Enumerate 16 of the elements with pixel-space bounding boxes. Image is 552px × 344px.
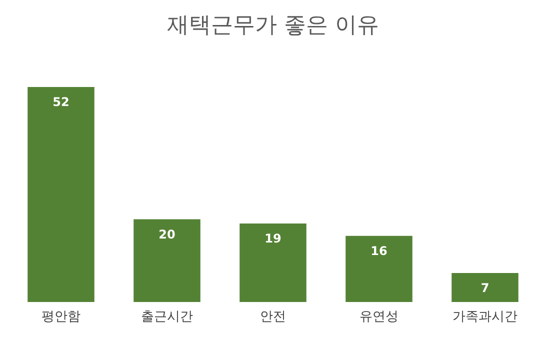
x-tick-label: 안전: [260, 310, 286, 324]
bar: [28, 87, 94, 302]
data-label: 19: [264, 231, 282, 246]
x-tick-label: 평안함: [42, 310, 80, 324]
x-tick-label: 유연성: [360, 310, 398, 324]
data-label: 7: [480, 281, 490, 296]
bar: [134, 219, 200, 302]
data-label: 20: [158, 227, 176, 242]
chart-title: 재택근무가 좋은 이유: [167, 13, 379, 38]
bar: [240, 223, 306, 302]
bar: [452, 273, 518, 302]
x-tick-label: 가족과시간: [452, 310, 518, 324]
bar: [346, 236, 412, 302]
data-label: 16: [370, 244, 388, 258]
x-tick-label: 출근시간: [141, 310, 193, 324]
data-label: 52: [52, 95, 70, 109]
